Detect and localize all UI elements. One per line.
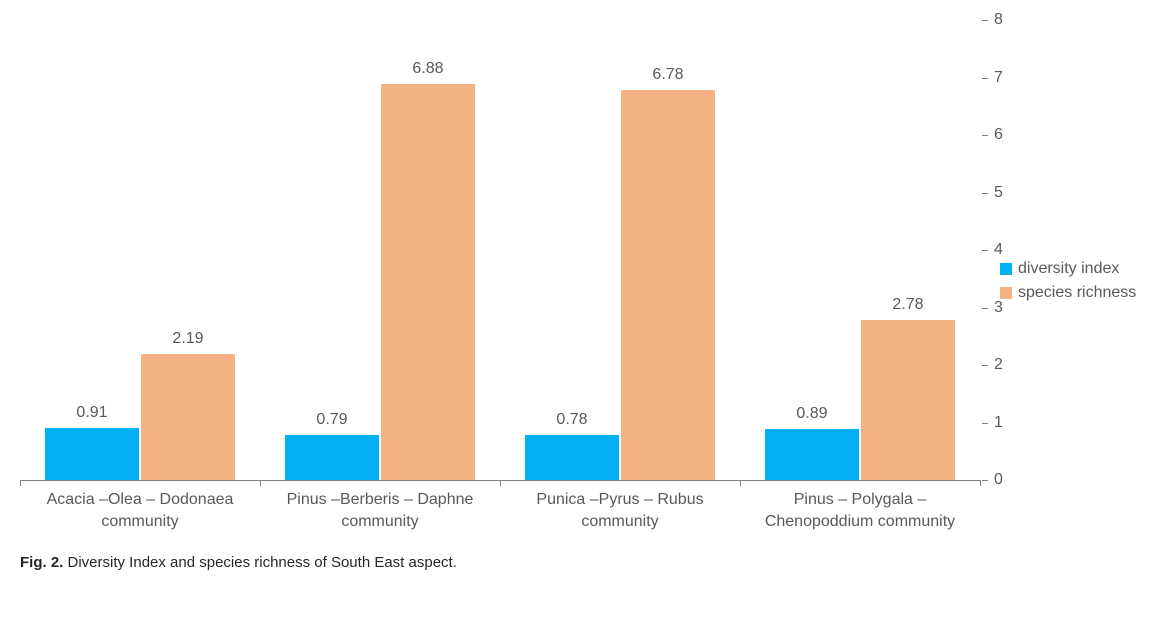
legend-label: diversity index	[1018, 260, 1119, 278]
legend: diversity index species richness	[1000, 244, 1136, 308]
bar-value-label: 0.89	[796, 405, 827, 423]
bar: 0.79	[285, 435, 379, 480]
x-tick	[740, 480, 741, 486]
legend-item: diversity index	[1000, 260, 1136, 278]
y-tick: 5	[994, 184, 1003, 202]
x-axis-label: Pinus – Polygala – Chenopoddium communit…	[740, 481, 980, 532]
legend-swatch	[1000, 287, 1012, 299]
bar: 2.19	[141, 354, 235, 480]
bar: 2.78	[861, 320, 955, 480]
caption-prefix: Fig. 2.	[20, 554, 63, 571]
y-tick: 1	[994, 414, 1003, 432]
bar: 6.88	[381, 84, 475, 480]
bar-group: 0.912.19	[20, 20, 260, 480]
x-tick	[500, 480, 501, 486]
bar-value-label: 0.78	[556, 411, 587, 429]
x-axis-label: Pinus –Berberis – Daphne community	[260, 481, 500, 532]
caption-text: Diversity Index and species richness of …	[63, 554, 457, 571]
y-tick: 0	[994, 471, 1003, 489]
x-axis-label: Punica –Pyrus – Rubus community	[500, 481, 740, 532]
x-tick	[980, 480, 981, 486]
bar-value-label: 0.91	[76, 404, 107, 422]
y-tick: 7	[994, 69, 1003, 87]
bar-groups: 0.912.190.796.880.786.780.892.78	[20, 20, 980, 480]
y-tick: 3	[994, 299, 1003, 317]
bar-value-label: 6.78	[652, 66, 683, 84]
legend-item: species richness	[1000, 284, 1136, 302]
bar: 0.78	[525, 435, 619, 480]
chart-container: 0.912.190.796.880.786.780.892.78 0123456…	[20, 20, 1156, 532]
bar-value-label: 0.79	[316, 411, 347, 429]
figure-caption: Fig. 2. Diversity Index and species rich…	[20, 554, 1156, 571]
bar: 0.91	[45, 428, 139, 480]
legend-swatch	[1000, 263, 1012, 275]
bar: 6.78	[621, 90, 715, 480]
chart-area: 0.912.190.796.880.786.780.892.78 0123456…	[20, 20, 980, 532]
bar-group: 0.796.88	[260, 20, 500, 480]
plot-region: 0.912.190.796.880.786.780.892.78 0123456…	[20, 20, 980, 481]
x-axis-label: Acacia –Olea – Dodonaea community	[20, 481, 260, 532]
legend-label: species richness	[1018, 284, 1136, 302]
x-axis-labels: Acacia –Olea – Dodonaea communityPinus –…	[20, 481, 980, 532]
y-tick: 8	[994, 11, 1003, 29]
bar: 0.89	[765, 429, 859, 480]
bar-value-label: 6.88	[412, 60, 443, 78]
x-tick	[20, 480, 21, 486]
bar-group: 0.892.78	[740, 20, 980, 480]
x-tick	[260, 480, 261, 486]
y-tick: 2	[994, 356, 1003, 374]
y-tick: 4	[994, 241, 1003, 259]
bar-group: 0.786.78	[500, 20, 740, 480]
y-tick: 6	[994, 126, 1003, 144]
bar-value-label: 2.78	[892, 296, 923, 314]
bar-value-label: 2.19	[172, 330, 203, 348]
